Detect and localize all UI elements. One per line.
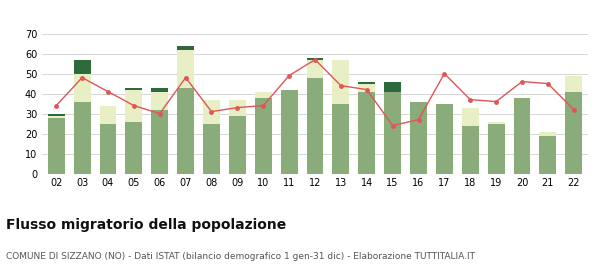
Legend: Iscritti (da altri comuni), Iscritti (dall'estero), Iscritti (altri), Cancellati: Iscritti (da altri comuni), Iscritti (da… (82, 0, 548, 3)
Bar (384, 92, 401, 174)
Bar (203, 100, 220, 123)
Bar (539, 136, 556, 174)
Bar (332, 60, 349, 104)
Bar (281, 90, 298, 174)
Bar (177, 88, 194, 174)
Bar (100, 123, 116, 174)
Bar (358, 92, 375, 174)
Bar (48, 114, 65, 116)
Bar (177, 50, 194, 88)
Bar (462, 108, 479, 126)
Bar (565, 92, 582, 174)
Bar (410, 102, 427, 174)
Bar (74, 74, 91, 102)
Text: COMUNE DI SIZZANO (NO) - Dati ISTAT (bilancio demografico 1 gen-31 dic) - Elabor: COMUNE DI SIZZANO (NO) - Dati ISTAT (bil… (6, 252, 475, 261)
Bar (48, 118, 65, 174)
Bar (255, 92, 272, 98)
Bar (539, 132, 556, 136)
Bar (100, 106, 116, 123)
Bar (565, 76, 582, 92)
Bar (514, 98, 530, 174)
Bar (307, 78, 323, 174)
Text: Flusso migratorio della popolazione: Flusso migratorio della popolazione (6, 218, 286, 232)
Bar (307, 60, 323, 78)
Bar (229, 116, 246, 174)
Bar (125, 122, 142, 174)
Bar (307, 58, 323, 60)
Bar (488, 122, 505, 123)
Bar (74, 102, 91, 174)
Bar (177, 46, 194, 50)
Bar (358, 81, 375, 84)
Bar (125, 88, 142, 90)
Bar (384, 81, 401, 92)
Bar (125, 90, 142, 122)
Bar (203, 123, 220, 174)
Bar (151, 109, 168, 174)
Bar (48, 116, 65, 118)
Bar (358, 84, 375, 92)
Bar (436, 104, 453, 174)
Bar (74, 60, 91, 74)
Bar (229, 100, 246, 116)
Bar (462, 126, 479, 174)
Bar (151, 92, 168, 109)
Bar (488, 123, 505, 174)
Bar (332, 104, 349, 174)
Bar (255, 98, 272, 174)
Bar (151, 88, 168, 92)
